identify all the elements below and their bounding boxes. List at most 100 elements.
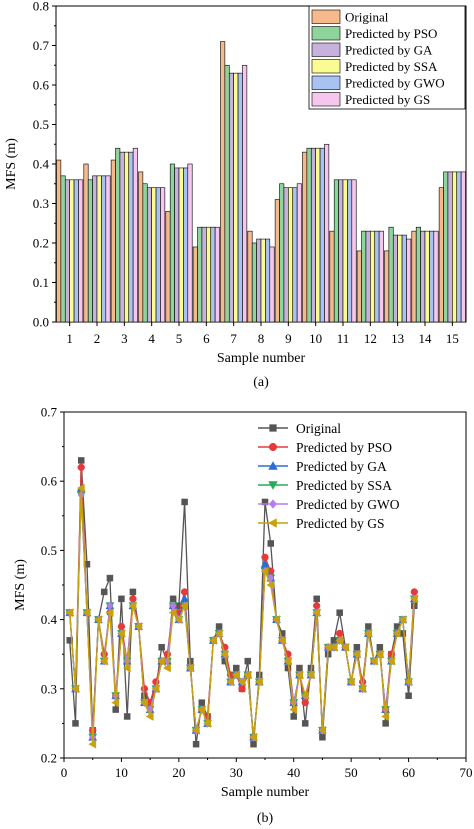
point-2-31 — [238, 685, 246, 693]
bar-1-8 — [247, 230, 253, 323]
bar-6-11 — [351, 179, 357, 323]
point-6-19 — [168, 608, 177, 618]
legend-marker — [269, 499, 277, 509]
point-1-48 — [336, 609, 343, 616]
bar-6-1 — [78, 179, 84, 323]
x-tick-label: 50 — [345, 765, 358, 780]
point-1-56 — [382, 720, 389, 727]
bar-4-1 — [69, 179, 75, 323]
bar-2-8 — [251, 242, 257, 323]
legend-swatch — [311, 26, 341, 41]
bar-5-10 — [319, 147, 325, 323]
point-6-56 — [381, 712, 390, 721]
bar-2-1 — [60, 175, 66, 323]
bar-5-7 — [237, 72, 243, 323]
legend-label: Predicted by GA — [345, 43, 433, 58]
point-6-33 — [248, 732, 257, 742]
point-2-42 — [301, 698, 309, 707]
point-6-6 — [93, 615, 102, 625]
bar-4-6 — [206, 226, 212, 323]
point-1-51 — [353, 644, 361, 651]
bar-5-4 — [155, 187, 161, 323]
bar-3-7 — [228, 72, 234, 323]
point-1-40 — [290, 713, 297, 720]
x-axis-label: Sample number — [217, 351, 306, 366]
y-tick-label: 0.2 — [33, 236, 49, 251]
point-6-43 — [306, 670, 315, 680]
point-6-9 — [111, 698, 120, 708]
bar-6-10 — [324, 143, 330, 323]
point-1-8 — [106, 574, 114, 582]
bar-3-12 — [365, 230, 371, 323]
x-tick-label: 0 — [61, 765, 68, 780]
point-6-48 — [335, 635, 344, 645]
point-2-12 — [129, 595, 137, 603]
point-2-10 — [117, 622, 126, 631]
line-chart-panel: 0 10 20 30 40 50 60 70 0.2 0.3 0.4 0.5 0.6 0.7 Origina… — [13, 405, 473, 827]
y-axis-label: MFS (m) — [4, 138, 19, 190]
point-6-45 — [317, 725, 326, 735]
bar-3-9 — [283, 187, 289, 323]
legend-label: Predicted by GWO — [345, 76, 445, 91]
bar-3-2 — [92, 175, 98, 323]
point-6-14 — [139, 698, 148, 708]
point-1-45 — [319, 733, 326, 741]
bar-3-10 — [310, 147, 316, 323]
bar-2-2 — [87, 179, 93, 323]
bar-6-3 — [132, 147, 138, 323]
point-6-21 — [180, 601, 189, 611]
bar-6-13 — [406, 238, 412, 323]
bar-5-15 — [456, 171, 462, 323]
legend-marker — [268, 518, 277, 528]
point-2-3 — [77, 463, 85, 472]
bar-2-7 — [224, 64, 230, 323]
bar-3-14 — [420, 230, 426, 323]
bar-6-9 — [296, 183, 302, 323]
point-6-15 — [145, 712, 154, 721]
point-2-44 — [313, 602, 321, 610]
legend-label: Predicted by SSA — [345, 59, 438, 74]
point-6-59 — [398, 615, 407, 625]
bar-4-3 — [124, 151, 130, 323]
bar-5-2 — [101, 175, 107, 323]
bar-5-1 — [73, 179, 79, 323]
legend-swatch — [311, 42, 341, 57]
bar-6-12 — [378, 230, 384, 323]
bar-4-12 — [370, 230, 376, 323]
legend-label: Predicted by GWO — [296, 497, 400, 512]
legend-label: Predicted by PSO — [345, 26, 437, 41]
bar-4-8 — [260, 238, 266, 323]
point-5-8 — [106, 601, 114, 611]
point-6-38 — [277, 635, 286, 645]
series-line-5 — [69, 494, 415, 738]
point-6-7 — [99, 656, 108, 666]
legend-label: Predicted by SSA — [296, 478, 392, 493]
point-6-40 — [289, 705, 298, 714]
point-6-32 — [243, 670, 252, 680]
legend-swatch — [311, 59, 341, 74]
legend-marker — [268, 461, 278, 470]
point-6-27 — [214, 629, 223, 638]
point-6-28 — [220, 649, 229, 659]
y-tick-label: 0.4 — [33, 157, 50, 172]
bar-1-15 — [438, 187, 444, 323]
bar-2-11 — [333, 179, 339, 323]
bar-1-9 — [274, 199, 280, 323]
point-6-57 — [386, 656, 395, 666]
point-1-1 — [66, 637, 73, 644]
bar-1-1 — [56, 159, 62, 323]
x-tick-label: 14 — [419, 331, 433, 346]
point-6-18 — [162, 663, 171, 673]
bar-2-6 — [197, 226, 203, 323]
bar-1-3 — [110, 159, 116, 323]
bar-4-4 — [151, 187, 157, 323]
bar-chart-panel: 1 2 3 4 5 6 7 8 9 10 11 12 13 14 150.00.10.20.30.40.50… — [4, 0, 467, 390]
legend-label: Predicted by PSO — [296, 440, 392, 455]
point-6-31 — [237, 677, 246, 687]
point-6-50 — [346, 677, 355, 687]
y-tick-label: 0.0 — [33, 315, 49, 330]
x-tick-label: 4 — [148, 331, 155, 346]
